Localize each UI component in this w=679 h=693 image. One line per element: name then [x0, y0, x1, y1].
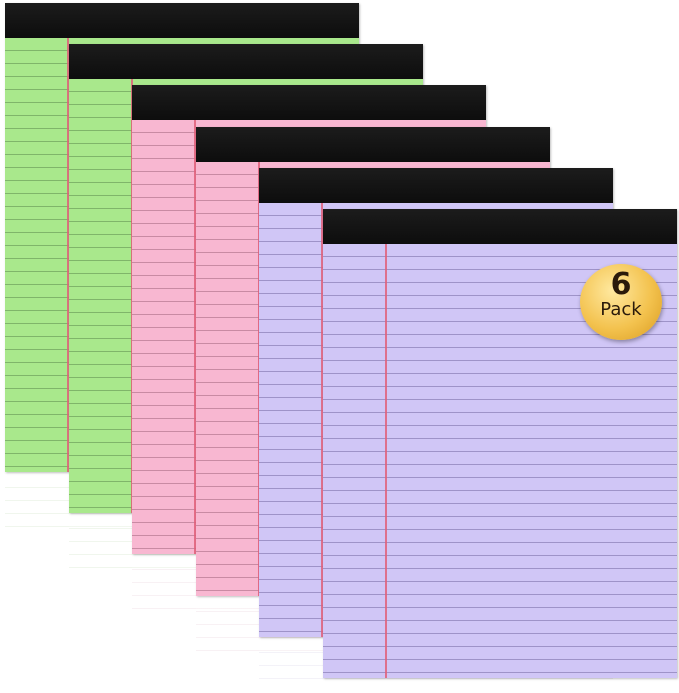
badge-number: 6 — [610, 267, 632, 302]
pad-binding — [259, 167, 614, 203]
margin-line — [194, 120, 197, 555]
six-pack-badge: 6 Pack — [580, 264, 662, 340]
pad-binding — [323, 209, 677, 244]
margin-line — [67, 38, 69, 472]
pad-binding — [5, 3, 359, 38]
pad-binding — [195, 126, 550, 162]
margin-line — [257, 161, 260, 596]
margin-line — [130, 79, 133, 514]
pad-binding — [132, 85, 487, 121]
margin-line — [321, 202, 324, 637]
badge-label: Pack — [600, 299, 642, 320]
pad-reflection — [323, 681, 677, 691]
margin-line — [385, 244, 387, 678]
pad-binding — [68, 44, 423, 80]
